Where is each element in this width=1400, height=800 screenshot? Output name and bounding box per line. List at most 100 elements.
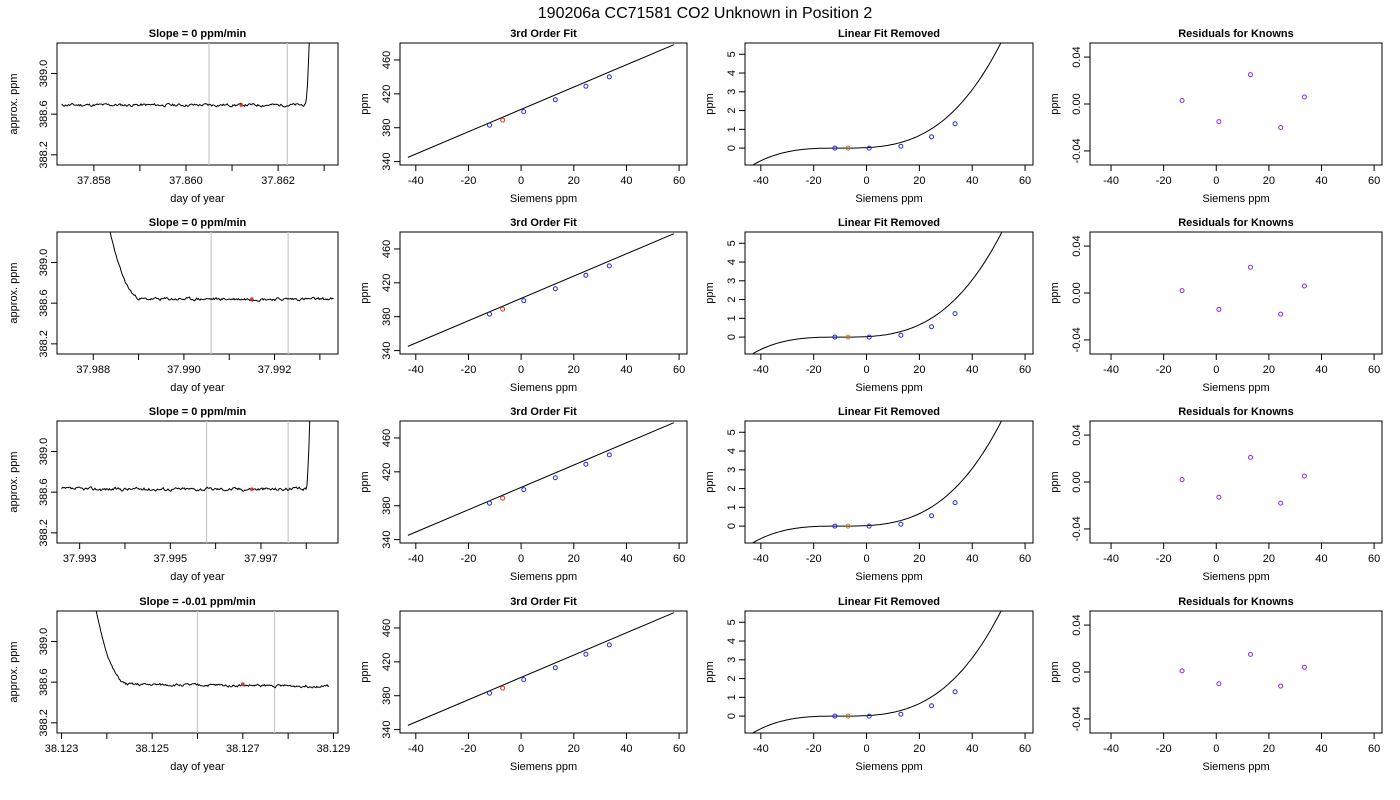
y-tick-label: 460 <box>381 240 393 258</box>
x-tick-label: 60 <box>1368 175 1380 187</box>
panel-6: 3rd Order Fit -40 -20 0 20 40 60 340 380 420 460 Si… <box>359 217 688 394</box>
x-tick-label: -40 <box>753 175 769 187</box>
y-tick-label: 460 <box>381 51 393 69</box>
x-tick-label: -20 <box>461 364 477 376</box>
y-axis-label: approx. ppm <box>8 451 20 512</box>
panel-title: Residuals for Knowns <box>1178 596 1294 608</box>
x-tick-label: 60 <box>1019 175 1031 187</box>
known-point <box>866 145 872 151</box>
plot-area <box>407 233 675 347</box>
x-axis-label: Siemens ppm <box>1202 193 1269 205</box>
x-tick-label: -40 <box>753 364 769 376</box>
x-tick-label: 40 <box>966 553 978 565</box>
y-tick-label: 420 <box>381 653 393 671</box>
x-axis-label: Siemens ppm <box>1202 571 1269 583</box>
residual-point <box>1247 264 1253 270</box>
plot-frame <box>399 610 688 734</box>
x-tick-label: -20 <box>806 175 822 187</box>
x-tick-label: 40 <box>966 175 978 187</box>
residual-point <box>1278 500 1284 506</box>
y-axis-label: ppm <box>359 282 371 303</box>
y-tick-label: 0.00 <box>1071 93 1083 114</box>
concentration-trace <box>61 43 310 108</box>
panel-title: Residuals for Knowns <box>1178 217 1294 229</box>
known-point <box>521 677 527 683</box>
plot-frame <box>744 610 1034 734</box>
x-tick-label: 38.125 <box>135 743 169 755</box>
y-tick-label: 340 <box>381 152 393 170</box>
y-tick-label: -0.04 <box>1071 327 1083 352</box>
plot-area <box>1179 651 1307 689</box>
plot-area <box>1179 454 1307 506</box>
residual-point <box>1247 651 1253 657</box>
y-tick-label: -0.04 <box>1071 706 1083 731</box>
concentration-trace <box>109 232 334 302</box>
figure-title: 190206a CC71581 CO2 Unknown in Position … <box>538 5 873 22</box>
y-tick-label: 0 <box>726 145 738 151</box>
fit-curve <box>752 43 1002 165</box>
panel-10: 3rd Order Fit -40 -20 0 20 40 60 340 380 420 460 Si… <box>359 406 688 583</box>
x-tick-label: 37.862 <box>261 175 295 187</box>
x-tick-label: -20 <box>806 743 822 755</box>
panel-title: Slope = 0 ppm/min <box>149 217 247 229</box>
x-tick-label: 0 <box>863 364 869 376</box>
fit-line <box>407 422 675 536</box>
x-tick-label: 0 <box>518 553 524 565</box>
y-axis-label: ppm <box>1049 471 1061 492</box>
plot-area <box>752 421 1002 543</box>
x-tick-label: 0 <box>863 175 869 187</box>
known-point <box>832 145 838 151</box>
x-tick-label: 40 <box>620 175 632 187</box>
unknown-point <box>845 334 851 340</box>
known-point <box>552 475 558 481</box>
x-tick-label: -20 <box>461 175 477 187</box>
residual-point <box>1278 124 1284 130</box>
y-tick-label: 389.0 <box>38 628 50 656</box>
fit-curve <box>752 232 1003 354</box>
y-tick-label: 340 <box>381 530 393 548</box>
y-tick-label: 460 <box>381 429 393 447</box>
x-tick-label: 60 <box>1368 743 1380 755</box>
y-tick-label: 388.2 <box>38 519 50 547</box>
x-tick-label: 37.860 <box>169 175 203 187</box>
residual-point <box>1216 681 1222 687</box>
panel-13: Slope = -0.01 ppm/min 38.123 38.125 38.127 3… <box>8 596 350 773</box>
x-tick-label: 0 <box>863 743 869 755</box>
y-tick-label: 4 <box>726 259 738 265</box>
x-tick-label: -40 <box>753 553 769 565</box>
y-tick-label: 380 <box>381 119 393 137</box>
y-tick-label: 389.0 <box>38 438 50 466</box>
plot-frame <box>399 42 688 166</box>
plot-area <box>752 611 1002 733</box>
y-tick-label: 0.00 <box>1071 471 1083 492</box>
known-point <box>583 461 589 467</box>
sample-average-point <box>250 297 254 301</box>
y-axis-label: ppm <box>1049 282 1061 303</box>
residual-point <box>1301 283 1307 289</box>
x-axis-label: Siemens ppm <box>510 382 577 394</box>
residual-point <box>1179 288 1185 294</box>
x-tick-label: -20 <box>461 553 477 565</box>
x-tick-label: 60 <box>673 364 685 376</box>
y-tick-label: 389.0 <box>38 249 50 277</box>
y-tick-label: 388.6 <box>38 668 50 696</box>
known-point <box>866 713 872 719</box>
residual-point <box>1278 311 1284 317</box>
y-tick-label: 2 <box>726 676 738 682</box>
x-tick-label: -40 <box>408 743 424 755</box>
residual-point <box>1247 72 1253 78</box>
y-tick-label: 389.0 <box>38 60 50 88</box>
x-tick-label: 20 <box>913 364 925 376</box>
residual-point <box>1179 668 1185 674</box>
y-axis-label: ppm <box>704 661 716 682</box>
x-tick-label: 60 <box>673 175 685 187</box>
unknown-point <box>845 523 851 529</box>
y-tick-label: 0 <box>726 713 738 719</box>
panel-15: Linear Fit Removed -40 -20 0 20 40 60 0 1 2 3 4 5 Sie… <box>704 596 1034 773</box>
y-tick-label: 0.00 <box>1071 282 1083 303</box>
y-tick-label: 1 <box>726 504 738 510</box>
residual-point <box>1301 94 1307 100</box>
panel-title: Linear Fit Removed <box>838 28 940 40</box>
x-tick-label: 20 <box>913 743 925 755</box>
x-tick-label: 60 <box>1368 364 1380 376</box>
